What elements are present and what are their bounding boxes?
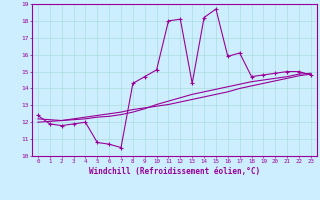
X-axis label: Windchill (Refroidissement éolien,°C): Windchill (Refroidissement éolien,°C) bbox=[89, 167, 260, 176]
